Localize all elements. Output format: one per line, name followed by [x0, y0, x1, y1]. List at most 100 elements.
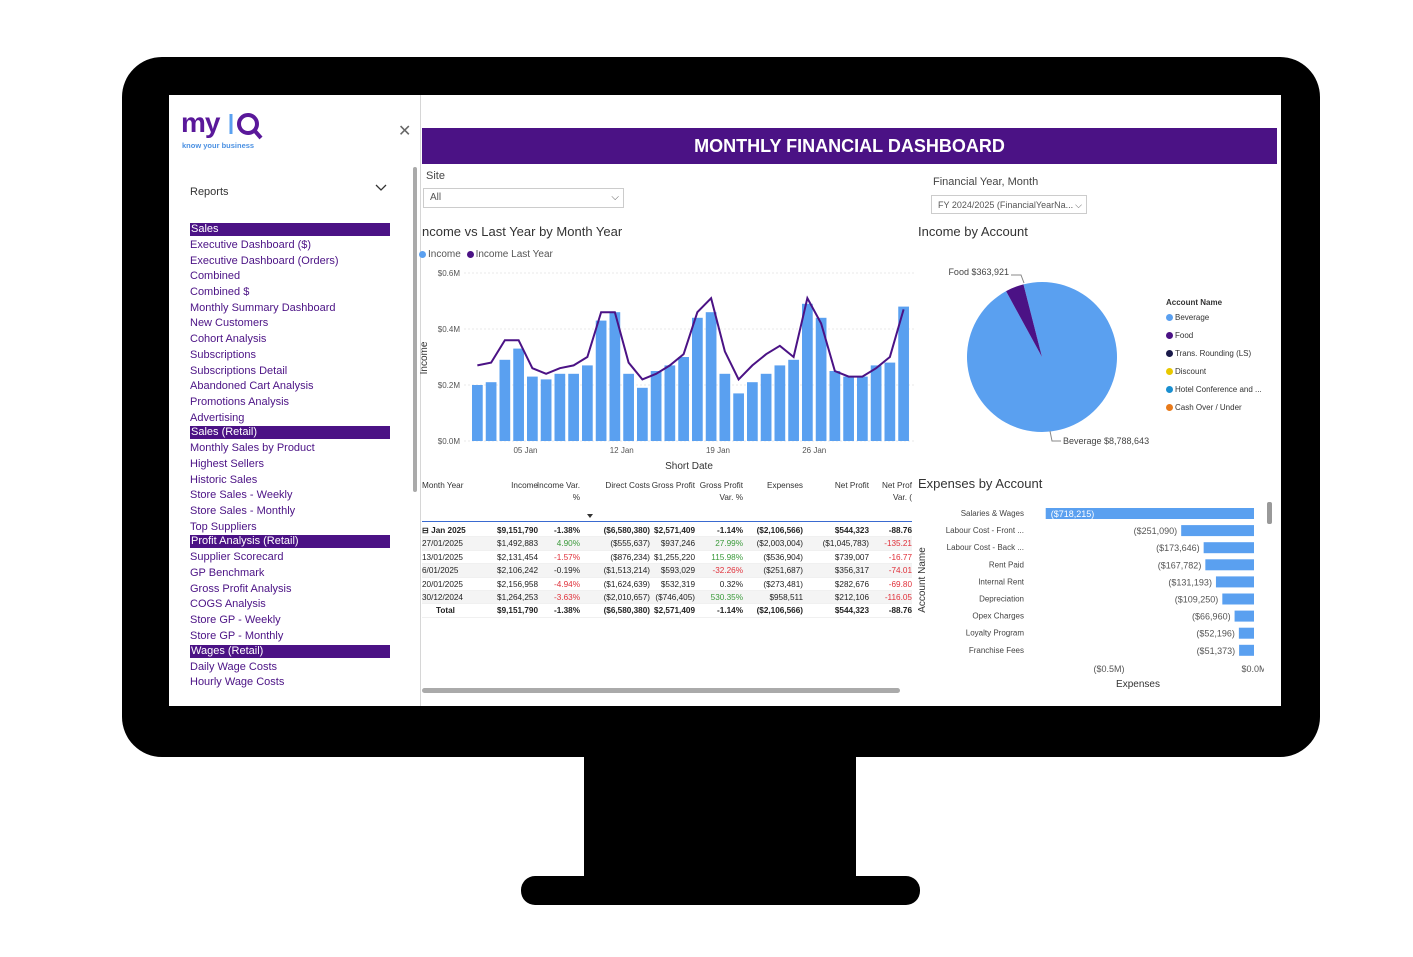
expense-bar[interactable] [1238, 627, 1254, 639]
table-row[interactable]: 20/01/2025 $2,156,958 -4.94% ($1,624,639) $5… [422, 578, 912, 591]
nav-item[interactable]: Store Sales - Monthly [190, 505, 296, 517]
expense-bar[interactable] [1239, 644, 1254, 656]
nav-item[interactable]: Gross Profit Analysis [190, 582, 292, 595]
income-bar[interactable] [527, 376, 538, 441]
income-bar[interactable] [485, 382, 497, 441]
grid-column-header[interactable]: Net Profit [834, 481, 869, 490]
income-bar[interactable] [829, 371, 841, 441]
income-bar[interactable] [637, 387, 648, 441]
nav-item[interactable]: Monthly Sales by Product [190, 442, 315, 455]
table-row[interactable]: 27/01/2025 $1,492,883 4.90% ($555,637) $937,… [422, 537, 912, 551]
pie-legend-item[interactable]: Cash Over / Under [1166, 403, 1242, 412]
income-bar[interactable] [870, 365, 882, 441]
nav-item[interactable]: Highest Sellers [190, 457, 264, 470]
pie-legend-item[interactable]: Discount [1166, 367, 1206, 376]
nav-item[interactable]: Combined $ [190, 286, 250, 299]
income-bar[interactable] [788, 359, 799, 441]
nav-item[interactable]: COGS Analysis [190, 598, 266, 611]
income-bar[interactable] [815, 317, 827, 441]
pie-legend-item[interactable]: Hotel Conference and ... [1166, 385, 1262, 394]
nav-item[interactable]: Executive Dashboard ($) [190, 239, 312, 251]
income-bar[interactable] [760, 373, 772, 441]
grid-column-header[interactable]: Net Prof Var. ( [881, 481, 912, 502]
table-row[interactable]: ⊟ Jan 2025 $9,151,790 -1.38% ($6,580,380) $2… [422, 524, 912, 538]
chevron-down-icon[interactable] [375, 183, 387, 193]
pie-legend-item[interactable]: Beverage [1166, 313, 1209, 322]
expense-bar[interactable] [1222, 593, 1254, 605]
nav-item[interactable]: Executive Dashboard (Orders) [190, 254, 339, 267]
expenses-scrollbar[interactable] [1267, 502, 1272, 524]
grid-column-header[interactable]: Income [511, 481, 538, 490]
income-bar[interactable] [499, 359, 511, 441]
nav-item[interactable]: Cohort Analysis [190, 333, 267, 346]
income-bar[interactable] [678, 357, 689, 441]
table-row[interactable]: 6/01/2025 $2,106,242 -0.19% ($1,513,214) $59… [422, 564, 912, 578]
nav-item[interactable]: GP Benchmark [190, 567, 265, 580]
nav-item[interactable]: Top Suppliers [190, 520, 257, 533]
nav-item[interactable]: Store GP - Weekly [190, 614, 281, 627]
expense-bar[interactable] [1234, 610, 1254, 622]
grid-column-header[interactable]: Expenses [767, 481, 803, 490]
income-bar[interactable] [595, 320, 607, 441]
income-bar[interactable] [719, 373, 731, 441]
nav-item[interactable]: Advertising [190, 411, 245, 424]
table-row[interactable]: 30/12/2024 $1,264,253 -3.63% ($2,010,657) ($… [422, 590, 912, 605]
income-bar[interactable] [898, 306, 909, 441]
expense-bar[interactable] [1181, 525, 1254, 537]
expense-bar[interactable] [1215, 576, 1254, 588]
income-bar[interactable] [843, 376, 854, 441]
income-bar[interactable] [472, 385, 483, 441]
nav-item[interactable]: Historic Sales [190, 473, 258, 486]
nav-item[interactable]: Supplier Scorecard [190, 551, 284, 564]
sort-arrow-icon[interactable] [587, 514, 595, 520]
nav-item[interactable]: Combined [190, 270, 241, 283]
table-row[interactable]: Total $9,151,790 -1.38% ($6,580,380) $2,571,… [422, 604, 912, 618]
grid-column-header[interactable]: Income Var. % [536, 481, 580, 502]
pie-legend-item[interactable]: Trans. Rounding (LS) [1166, 349, 1251, 358]
grid-horizontal-scrollbar[interactable] [422, 688, 900, 693]
grid-column-header[interactable]: Gross Profit Var. % [699, 481, 743, 502]
nav-item[interactable]: Store Sales - Weekly [190, 489, 293, 502]
income-bar[interactable] [554, 373, 566, 441]
income-bar[interactable] [705, 312, 717, 441]
income-bar[interactable] [623, 373, 634, 441]
income-bar[interactable] [582, 365, 593, 441]
income-bar[interactable] [540, 379, 552, 441]
fy-filter-dropdown[interactable]: FY 2024/2025 (FinancialYearNa... ⌵ [931, 195, 1087, 214]
pie-legend-item[interactable]: Food [1166, 331, 1193, 340]
income-bar[interactable] [692, 317, 703, 441]
site-filter-dropdown[interactable]: All ⌵ [423, 188, 624, 208]
income-bar[interactable] [513, 348, 524, 441]
grid-column-header[interactable]: Month Year [422, 481, 464, 490]
nav-item[interactable]: Monthly Summary Dashboard [190, 301, 336, 314]
income-bar[interactable] [733, 393, 744, 441]
nav-item[interactable]: Subscriptions Detail [190, 364, 288, 377]
reports-dropdown-label[interactable]: Reports [190, 186, 229, 198]
nav-item[interactable]: Hourly Wage Costs [190, 676, 285, 689]
sidebar-scrollbar[interactable] [413, 167, 417, 492]
income-bar[interactable] [857, 376, 868, 441]
income-bar[interactable] [568, 373, 579, 441]
nav-item[interactable]: Store GP - Monthly [190, 629, 284, 642]
income-bar[interactable] [609, 312, 621, 441]
table-row[interactable]: 13/01/2025 $2,131,454 -1.57% ($876,234) $1,2… [422, 551, 912, 565]
income-bar[interactable] [884, 362, 896, 441]
income-bar[interactable] [747, 382, 758, 441]
expense-bar[interactable] [1045, 508, 1254, 519]
close-icon[interactable]: ✕ [398, 123, 412, 140]
expense-bar[interactable] [1205, 559, 1254, 571]
grid-column-header[interactable]: Gross Profit [651, 481, 695, 490]
nav-item[interactable]: Abandoned Cart Analysis [190, 380, 314, 393]
income-bar[interactable] [650, 371, 662, 441]
income-bar[interactable] [774, 365, 786, 441]
income-bar[interactable] [664, 365, 676, 441]
grid-column-header[interactable]: Direct Costs [605, 481, 650, 490]
pie-slice-food[interactable] [1006, 284, 1042, 357]
nav-item[interactable]: Promotions Analysis [190, 395, 290, 408]
nav-item[interactable]: Subscriptions [190, 348, 257, 361]
income-last-year-line[interactable] [477, 295, 905, 382]
nav-item[interactable]: New Customers [190, 317, 269, 330]
nav-item[interactable]: Daily Wage Costs [190, 660, 278, 673]
income-bar[interactable] [802, 303, 813, 441]
expense-bar[interactable] [1203, 542, 1254, 554]
